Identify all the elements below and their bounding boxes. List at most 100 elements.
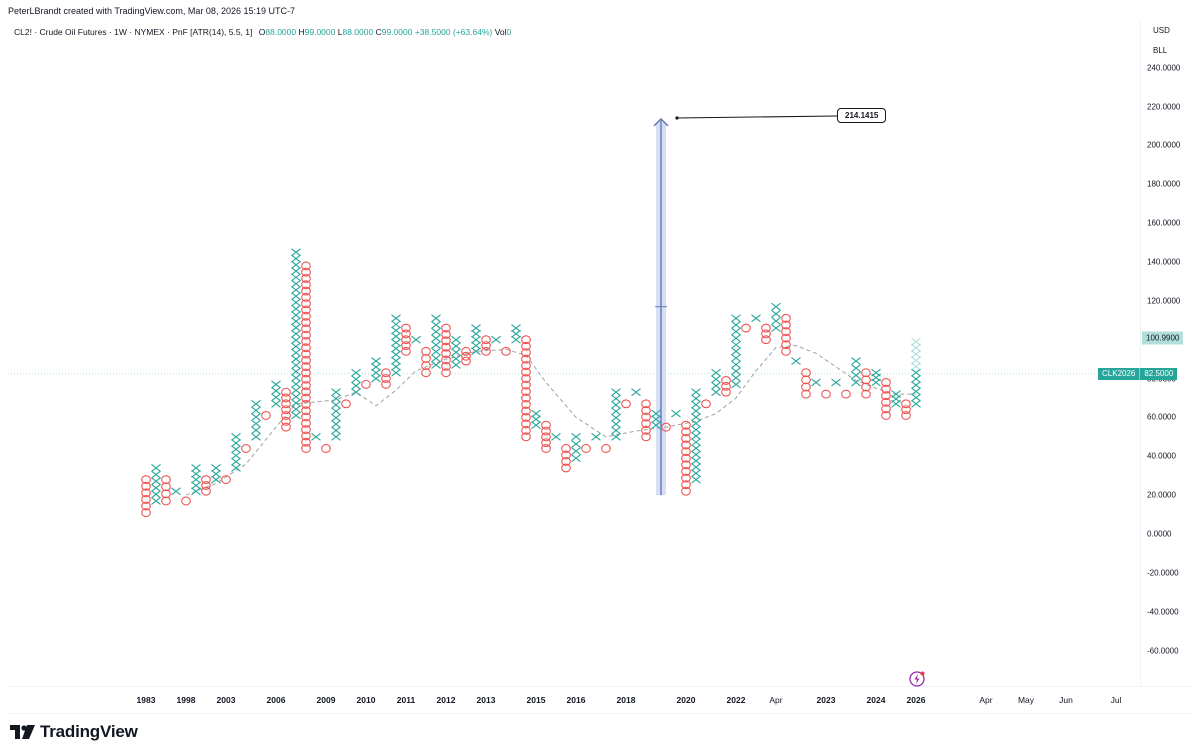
pnf-x-box [231,445,241,454]
pnf-o-box [141,494,151,504]
pnf-x-box [691,469,701,478]
pnf-o-box [301,261,311,271]
pnf-x-box [911,393,921,402]
pnf-o-box [861,368,871,378]
pnf-x-box [451,361,461,369]
price-scale[interactable]: USD BLL 240.0000 220.0000 200.0000 180.0000… [1140,20,1193,686]
pnf-o-box [521,406,531,416]
pnf-o-box [461,356,471,366]
pnf-x-box [551,432,561,441]
pnf-o-box [681,486,691,496]
pnf-o-box [421,361,431,371]
price-tick: 180.0000 [1147,179,1181,189]
pnf-x-box [651,421,661,430]
pnf-o-box [201,480,211,490]
pnf-o-box [801,382,811,392]
pnf-x-box [831,378,841,387]
price-tick: 220.0000 [1147,102,1181,112]
price-tick: 240.0000 [1147,63,1181,73]
pnf-x-box [411,335,421,344]
symbol-badge-name: CLK2026 [1098,368,1140,380]
pnf-o-box [681,453,691,463]
price-tick: 20.0000 [1147,490,1176,500]
pnf-o-box [301,292,311,302]
pnf-x-box [151,483,161,492]
tradingview-logo[interactable]: TradingView [10,722,138,742]
time-scale[interactable]: 1983 1998 2003 2006 2009 2010 2011 2012 2013 2015… [8,686,1192,714]
pnf-o-box [421,346,431,356]
pnf-x-box [291,317,301,326]
unit-label[interactable]: BLL [1153,46,1168,55]
pnf-x-box [291,405,301,414]
pnf-x-box [651,415,661,424]
price-tick: 40.0000 [1147,451,1176,461]
pnf-x-box [151,477,161,486]
time-tick: 2026 [906,695,926,705]
pnf-o-box [881,384,891,394]
pnf-o-box [561,450,571,460]
pnf-o-box [901,411,911,420]
pnf-x-box [691,394,701,403]
pnf-x-box [471,347,481,356]
tradingview-logo-icon [10,725,35,739]
pnf-chart-canvas[interactable] [0,0,1140,686]
pnf-x-box [391,362,401,371]
pnf-x-box [311,432,321,441]
pnf-x-box [351,388,361,397]
pnf-o-box [641,399,651,409]
pnf-x-box [611,420,621,429]
pnf-o-box [521,361,531,371]
symbol-legend[interactable]: CL2! · Crude Oil Futures · 1W · NYMEX · … [14,27,511,37]
time-tick: 2009 [316,695,336,705]
pnf-x-box [291,348,301,357]
time-tick: 2018 [616,695,636,705]
currency-label[interactable]: USD [1153,26,1170,35]
pnf-x-box [731,327,741,336]
pnf-x-box [771,324,781,332]
pnf-x-box [371,357,381,366]
pnf-o-box [601,444,611,453]
time-tick: 2006 [266,695,286,705]
pnf-o-box [281,411,291,420]
pnf-o-box [521,354,531,364]
pnf-x-box [691,438,701,447]
pnf-x-box [751,314,761,323]
pnf-x-box [711,368,721,377]
pnf-x-box [331,407,341,416]
pnf-o-box [301,425,311,435]
lightning-icon[interactable] [908,670,926,693]
pnf-x-box [771,309,781,318]
price-tick: 0.0000 [1147,529,1172,539]
price-tick: 160.0000 [1147,218,1181,228]
measure-label[interactable]: 214.1415 [837,108,887,123]
pnf-o-box [861,382,871,392]
pnf-o-box [781,320,791,330]
pnf-x-box [191,469,201,478]
pnf-o-box [901,399,911,409]
pnf-o-box [521,367,531,377]
pnf-x-box [291,285,301,294]
pnf-x-box [731,347,741,356]
pnf-x-box [391,338,401,347]
pnf-x-box [571,440,581,448]
pnf-o-box [301,393,311,403]
pnf-x-box [231,439,241,448]
pnf-o-box [301,286,311,296]
pnf-x-box [151,497,161,505]
pnf-o-box [681,473,691,483]
pnf-x-box [231,451,241,460]
pnf-x-box [371,368,381,377]
pnf-x-box [431,341,441,349]
pnf-x-box [291,398,301,407]
pnf-o-box [301,406,311,416]
pnf-o-box [361,379,371,389]
chart-attribution: PeterLBrandt created with TradingView.co… [8,6,295,16]
pnf-o-box [381,379,391,389]
pnf-x-box [291,279,301,288]
pnf-o-box [341,399,351,409]
pnf-x-box [471,329,481,338]
price-tick: 200.0000 [1147,140,1181,150]
pnf-x-box [691,444,701,453]
pnf-x-box [851,378,861,387]
pnf-o-box [301,355,311,365]
